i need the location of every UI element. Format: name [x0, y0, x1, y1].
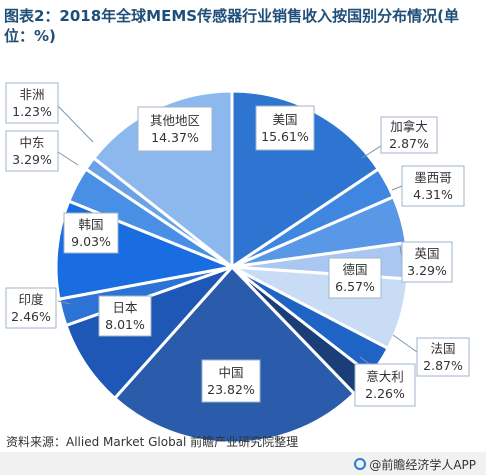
slice-name-label: 中国 — [218, 365, 243, 380]
chart-title: 图表2：2018年全球MEMS传感器行业销售收入按国别分布情况(单位：%) — [4, 7, 459, 45]
label-box-0 — [255, 105, 315, 151]
pie-slice-7 — [112, 264, 357, 445]
label-box-6 — [354, 363, 416, 407]
leader-line-11 — [57, 151, 79, 166]
footer-brand-text: @前瞻经济学人APP — [369, 458, 476, 472]
label-box-3 — [401, 241, 453, 283]
slice-name-label: 其他地区 — [150, 113, 200, 128]
slice-value-label: 1.23% — [12, 104, 52, 119]
slice-name-label: 加拿大 — [390, 119, 428, 134]
slice-name-label: 法国 — [430, 341, 455, 356]
label-box-9 — [5, 287, 57, 329]
label-box-1 — [380, 116, 438, 154]
slice-value-label: 2.87% — [389, 136, 429, 151]
slice-value-label: 23.82% — [207, 382, 255, 397]
slice-name-label: 韩国 — [78, 217, 103, 232]
leader-line-2 — [391, 185, 403, 191]
slice-value-label: 2.26% — [365, 386, 405, 401]
slice-name-label: 非洲 — [19, 87, 44, 102]
slice-value-label: 3.29% — [407, 263, 447, 278]
label-box-4 — [328, 257, 382, 299]
slice-value-label: 9.03% — [71, 234, 111, 249]
label-box-2 — [401, 165, 465, 207]
slice-name-label: 英国 — [414, 246, 439, 261]
label-box-12 — [5, 82, 59, 124]
leader-line-1 — [361, 143, 385, 159]
slice-value-label: 14.37% — [151, 130, 199, 145]
slice-value-label: 2.46% — [11, 309, 51, 324]
slice-name-label: 日本 — [112, 300, 138, 315]
pie-labels: 美国 15.61% 加拿大 2.87% 墨西哥 4.31% 英国 3.29% 德国 6.57% 法国… — [5, 82, 470, 407]
label-box-5 — [416, 337, 470, 377]
slice-value-label: 6.57% — [335, 279, 375, 294]
leader-line-9 — [57, 300, 71, 305]
slice-name-label: 墨西哥 — [414, 170, 452, 185]
slice-name-label: 意大利 — [366, 369, 404, 384]
label-box-8 — [98, 295, 152, 337]
slice-name-label: 美国 — [272, 112, 297, 127]
source-note: 资料来源：Allied Market Global 前瞻产业研究院整理 — [6, 435, 299, 449]
leader-line-5 — [392, 334, 418, 353]
slice-value-label: 2.87% — [423, 358, 463, 373]
footer-bar: @前瞻经济学人APP — [0, 452, 486, 475]
label-box-10 — [63, 212, 119, 254]
slice-name-label: 印度 — [18, 292, 44, 307]
slice-name-label: 德国 — [342, 262, 367, 277]
slice-name-label: 中东 — [19, 135, 44, 150]
label-box-11 — [5, 130, 59, 172]
leader-line-12 — [57, 105, 94, 143]
slice-value-label: 8.01% — [105, 317, 145, 332]
slice-value-label: 15.61% — [261, 129, 309, 144]
slice-value-label: 4.31% — [413, 187, 453, 202]
label-box-7 — [201, 359, 261, 403]
brand-logo-icon — [354, 458, 367, 470]
slice-value-label: 3.29% — [12, 152, 52, 167]
footer-brand: @前瞻经济学人APP — [354, 456, 476, 473]
label-box-13 — [137, 106, 213, 152]
